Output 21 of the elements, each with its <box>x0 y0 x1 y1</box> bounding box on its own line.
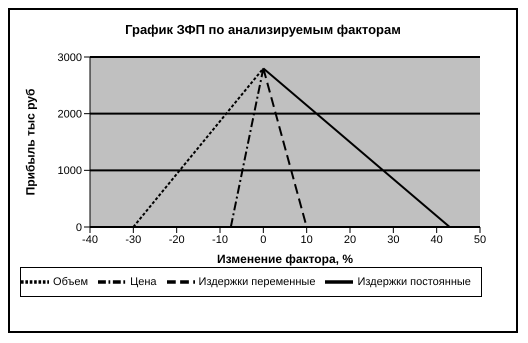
y-tick-label: 0 <box>76 222 82 234</box>
chart-title: График ЗФП по анализируемым факторам <box>124 22 402 37</box>
y-tick-label: 2000 <box>58 108 82 121</box>
legend-label: Издержки постоянные <box>357 276 471 288</box>
x-tick-label: -10 <box>212 234 228 246</box>
x-tick-label: 50 <box>474 234 486 246</box>
legend-label: Цена <box>130 276 157 288</box>
y-tick-label: 3000 <box>58 52 82 64</box>
legend-label: Издержки переменные <box>198 276 316 288</box>
x-tick-label: -40 <box>82 234 98 246</box>
y-tick-label: 1000 <box>58 165 82 178</box>
x-tick-label: 0 <box>260 234 266 246</box>
y-axis-title: Прибыль тыс руб <box>23 88 38 196</box>
x-tick-label: -20 <box>168 234 185 246</box>
x-axis-title: Изменение фактора, % <box>217 252 354 266</box>
x-tick-label: 40 <box>430 234 443 246</box>
x-tick-label: 20 <box>344 234 356 246</box>
x-tick-label: -30 <box>125 234 142 246</box>
x-tick-label: 10 <box>300 234 313 246</box>
x-tick-label: 30 <box>387 234 400 246</box>
legend-label: Объем <box>53 276 88 288</box>
